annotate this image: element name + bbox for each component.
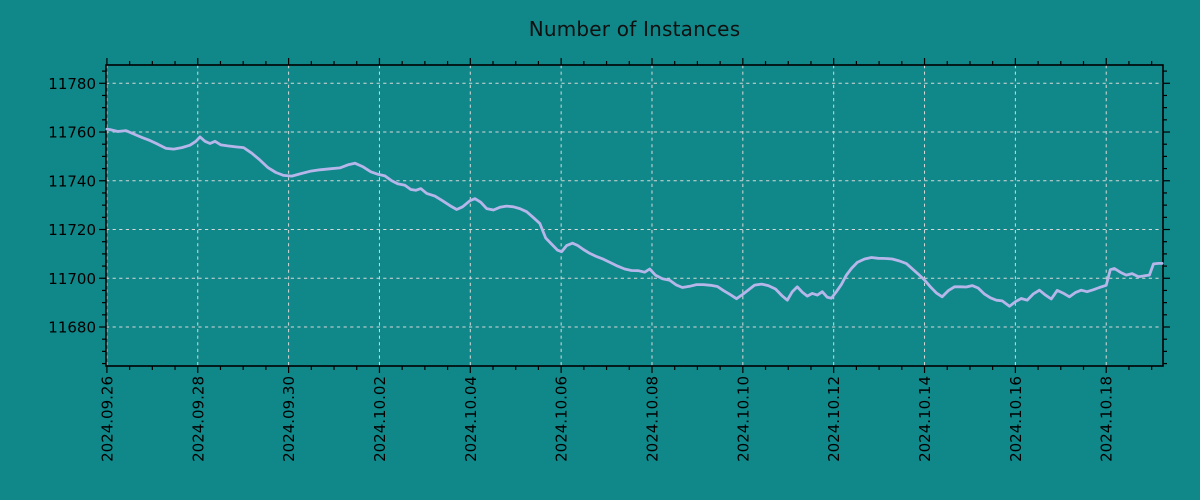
x-tick-label: 2024.10.06 [553,376,571,462]
y-tick-label: 11700 [48,270,96,288]
x-tick-label: 2024.10.18 [1098,376,1116,462]
x-tick-label: 2024.09.26 [98,376,116,462]
y-tick-label: 11680 [48,319,96,337]
plot-border [105,64,1164,367]
x-tick-label: 2024.10.04 [462,376,480,462]
x-tick-label: 2024.10.10 [734,376,752,462]
series-line-instances [105,127,1164,308]
y-tick-label: 11760 [48,124,96,142]
y-tick-label: 11780 [48,75,96,93]
x-tick-label: 2024.09.30 [280,376,298,462]
x-tick-label: 2024.10.16 [1007,376,1025,462]
y-tick-label: 11720 [48,221,96,239]
x-tick-label: 2024.10.12 [825,376,843,462]
y-tick-label: 11740 [48,172,96,190]
x-tick-label: 2024.10.08 [643,376,661,462]
x-tick-label: 2024.09.28 [189,376,207,462]
x-tick-label: 2024.10.14 [916,376,934,462]
chart-title: Number of Instances [528,17,741,41]
x-tick-label: 2024.10.02 [371,376,389,462]
